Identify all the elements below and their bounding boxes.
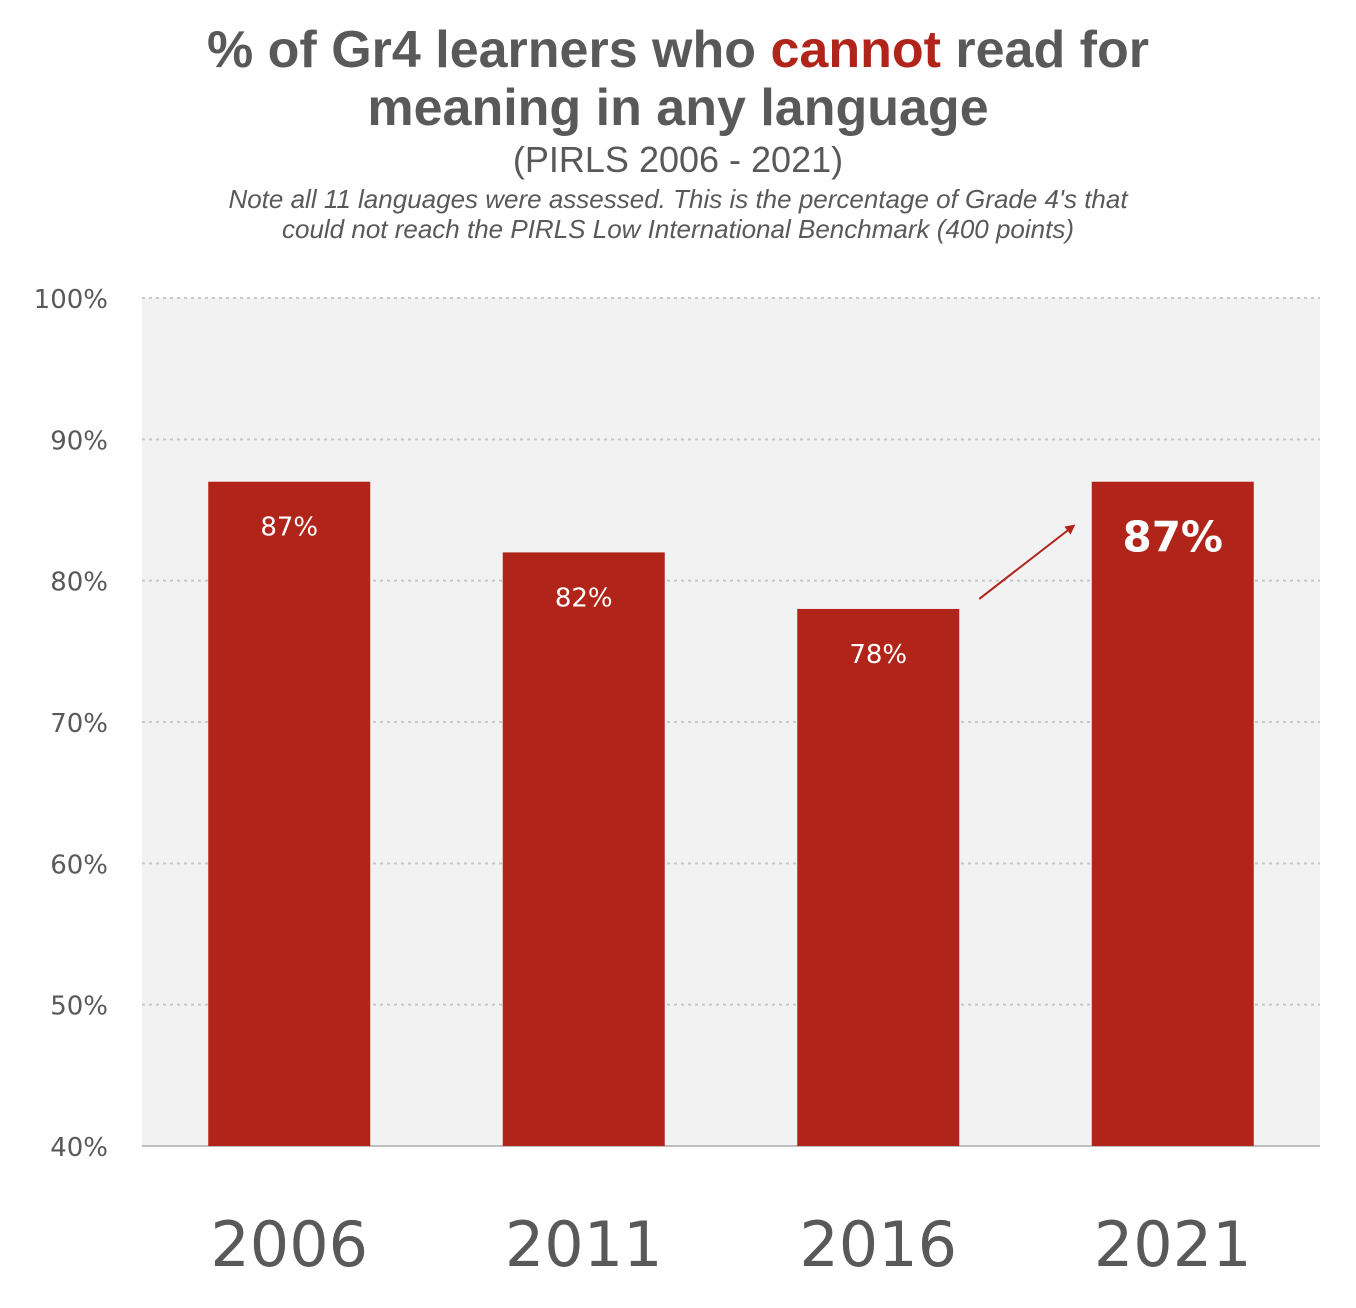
chart-subtitle: (PIRLS 2006 - 2021) [512, 139, 844, 180]
y-tick-label: 70% [50, 709, 108, 739]
data-labels: 87% 82% 78% 87% [260, 513, 1223, 670]
bar-2021 [1091, 481, 1254, 1146]
chart-note: Note all 11 languages were assessed. Thi… [0, 184, 1356, 244]
title-part-4: meaning in any language [367, 79, 989, 137]
x-tick-label-2006: 2006 [210, 1208, 368, 1281]
title-part-3: read for [940, 21, 1149, 79]
annotation-layer [978, 524, 1076, 600]
x-axis: 2006 2011 2016 2021 [210, 1208, 1251, 1281]
bar-2011 [502, 552, 665, 1146]
bar-2006 [208, 481, 371, 1146]
title-accent-word: cannot [770, 21, 941, 79]
y-axis: 40% 50% 60% 70% 80% 90% 100% [34, 285, 108, 1163]
bars [208, 481, 1254, 1146]
note-line-2: could not reach the PIRLS Low Internatio… [281, 214, 1074, 244]
y-tick-label: 50% [50, 992, 108, 1022]
y-tick-label: 60% [50, 850, 108, 880]
data-label-2021: 87% [1122, 513, 1223, 562]
y-tick-label: 40% [50, 1133, 108, 1163]
y-tick-label: 90% [50, 426, 108, 456]
data-label-2006: 87% [260, 513, 318, 543]
title-part-1: % of Gr4 learners who [206, 21, 771, 79]
chart-title-line-1: % of Gr4 learners who cannot read for [0, 22, 1356, 78]
y-tick-label: 100% [34, 285, 108, 315]
data-label-2011: 82% [555, 583, 613, 613]
data-label-2016: 78% [849, 640, 907, 670]
x-tick-label-2021: 2021 [1094, 1208, 1252, 1281]
trend-arrow [978, 524, 1076, 600]
y-tick-label: 80% [50, 568, 108, 598]
x-tick-label-2011: 2011 [505, 1208, 663, 1281]
note-line-1: Note all 11 languages were assessed. Thi… [228, 184, 1128, 214]
bar-2016 [797, 608, 960, 1146]
x-tick-label-2016: 2016 [799, 1208, 957, 1281]
chart-title-line-2: meaning in any language [0, 80, 1356, 136]
